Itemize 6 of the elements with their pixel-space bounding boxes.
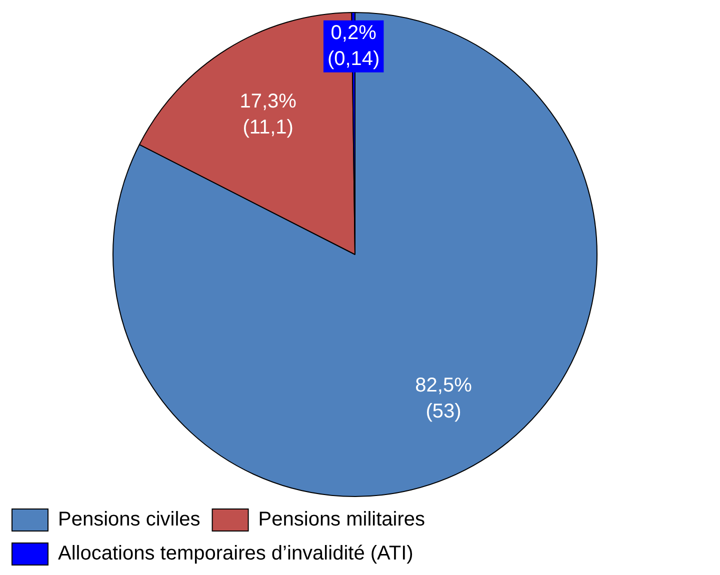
legend-label: Allocations temporaires d’invalidité (ATI): [58, 542, 414, 565]
data-label: 82,5% (53): [415, 374, 472, 422]
legend-label: Pensions civiles: [58, 508, 200, 531]
data-label: 17,3% (11,1): [240, 90, 297, 138]
data-label: 0,2% (0,14): [327, 22, 380, 70]
legend-label: Pensions militaires: [258, 508, 426, 531]
